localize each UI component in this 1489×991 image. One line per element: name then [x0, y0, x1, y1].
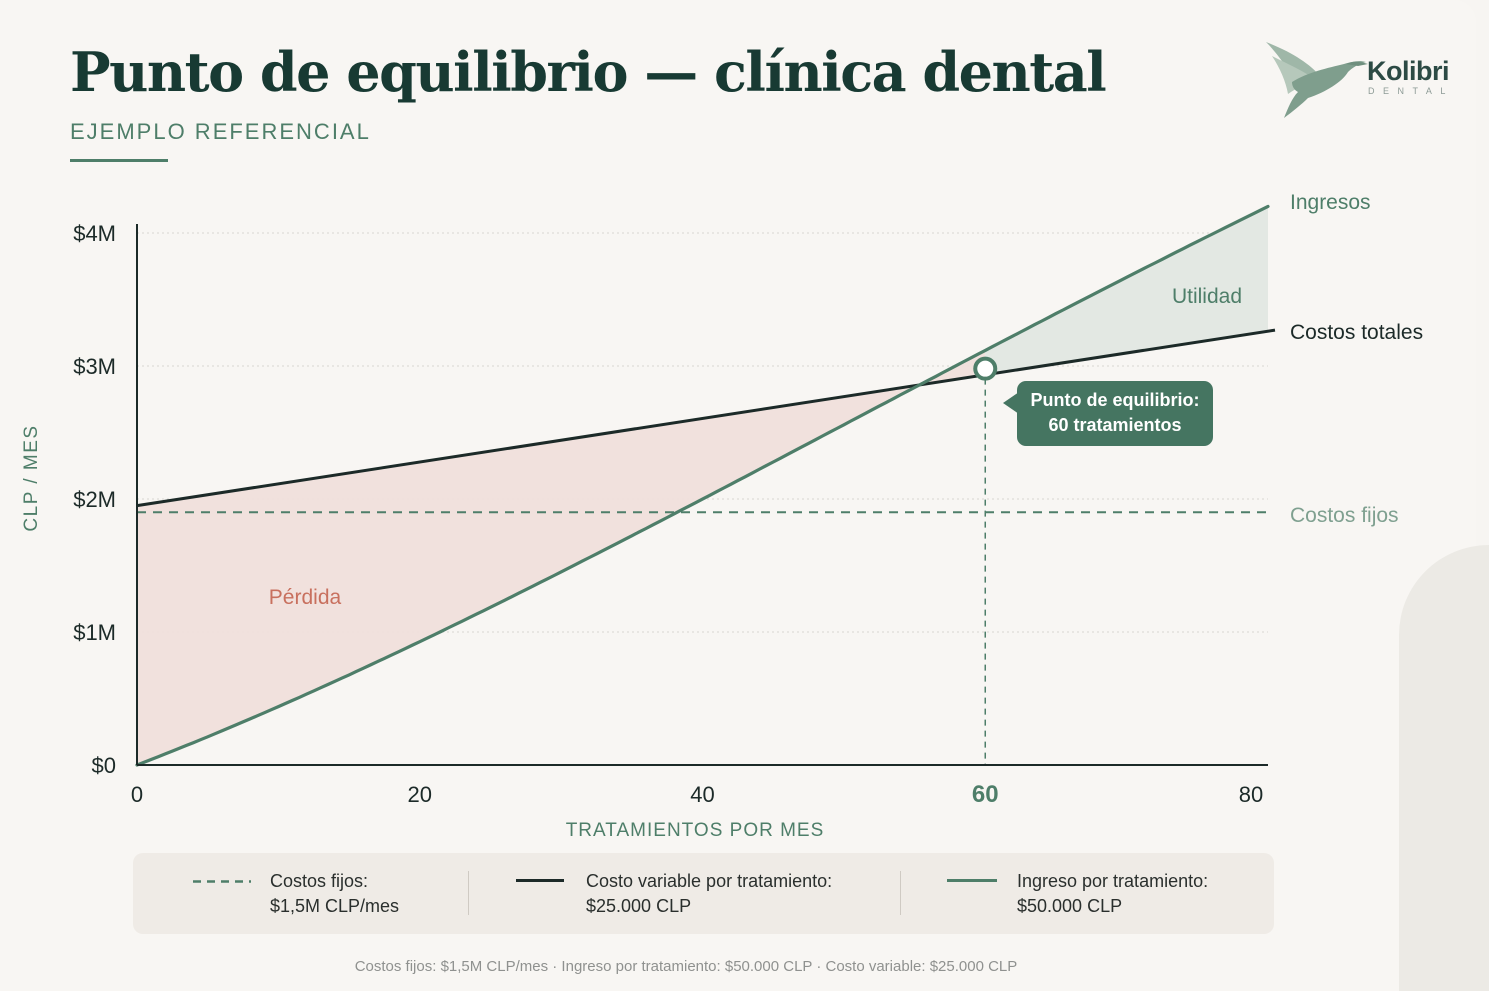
legend-text-revenue: Ingreso por tratamiento: $50.000 CLP	[1017, 871, 1209, 916]
y-tick-label: $1M	[73, 620, 116, 645]
x-tick-label: 20	[408, 782, 432, 807]
y-tick-label: $4M	[73, 221, 116, 246]
x-tick-label: 60	[972, 781, 999, 808]
subtitle-underline	[70, 159, 168, 162]
loss-region	[137, 350, 986, 765]
x-tick-label: 0	[131, 782, 143, 807]
series-line-revenue	[135, 204, 1270, 767]
series-label-fixed-costs: Costos fijos	[1290, 504, 1399, 527]
legend-text-variable-cost: Costo variable por tratamiento: $25.000 …	[586, 871, 833, 916]
decorative-corner	[1399, 545, 1489, 991]
callout-line-2: 60 tratamientos	[1048, 415, 1182, 435]
solid-green-line-icon	[947, 879, 997, 882]
hummingbird-icon	[1266, 42, 1368, 118]
callout-line-1: Punto de equilibrio:	[1030, 390, 1200, 410]
y-axis-title: CLP / MES	[21, 424, 42, 531]
profit-region	[985, 206, 1268, 375]
series-label-total-costs: Costos totales	[1290, 321, 1423, 344]
legend-divider	[468, 871, 469, 915]
footer-note: Costos fijos: $1,5M CLP/mes · Ingreso po…	[354, 958, 1018, 975]
series-line-total-costs	[136, 328, 1276, 508]
brand-name: Kolibri	[1367, 56, 1450, 86]
brand-tagline: DENTAL	[1368, 86, 1454, 96]
x-axis-title: TRATAMIENTOS POR MES	[566, 820, 825, 841]
chart-regions	[137, 206, 1268, 765]
legend-panel: Costos fijos: $1,5M CLP/mes Costo variab…	[133, 853, 1274, 934]
dashed-line-icon	[193, 880, 251, 883]
solid-dark-line-icon	[516, 879, 564, 882]
region-label-loss: Pérdida	[269, 586, 342, 609]
chart-labels: $0 $1M $2M $3M $4M 0 20 40 60 80 TRATAMIENTOS POR …	[21, 191, 1423, 841]
break-even-marker	[973, 356, 998, 381]
y-tick-label: $0	[92, 753, 116, 778]
break-even-callout: Punto de equilibrio: 60 tratamientos	[1017, 381, 1213, 446]
callout-pointer	[1003, 392, 1019, 414]
chart-series	[135, 204, 1276, 767]
page-subtitle: EJEMPLO REFERENCIAL	[70, 119, 371, 144]
legend-text-fixed-costs: Costos fijos: $1,5M CLP/mes	[270, 871, 400, 916]
x-tick-label: 80	[1239, 782, 1263, 807]
x-tick-label: 40	[690, 782, 714, 807]
page-title: Punto de equilibrio — clínica dental	[70, 40, 1107, 104]
series-label-revenue: Ingresos	[1290, 191, 1371, 214]
y-tick-label: $2M	[73, 487, 116, 512]
legend-divider	[900, 871, 901, 915]
region-label-profit: Utilidad	[1172, 285, 1242, 308]
y-tick-label: $3M	[73, 354, 116, 379]
chart-axes	[136, 224, 1268, 766]
